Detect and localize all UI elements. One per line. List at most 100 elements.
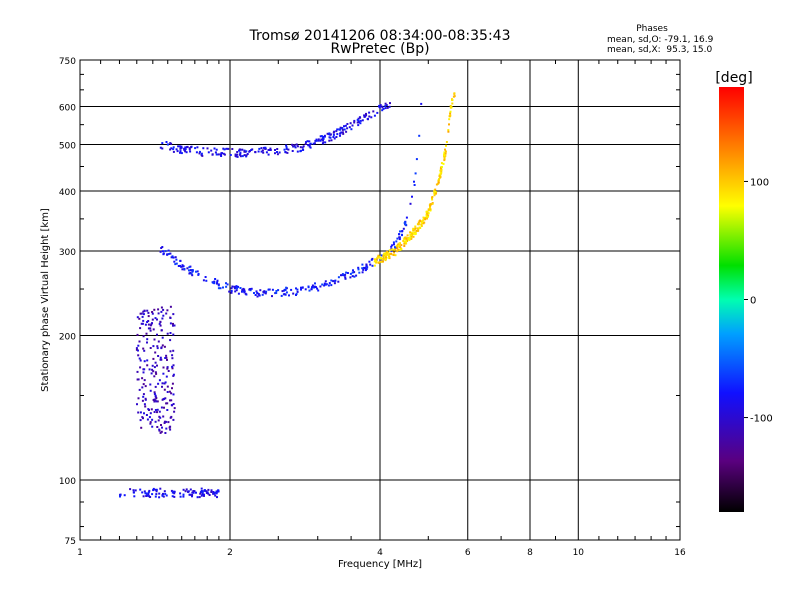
y-tick-label: 200 [59, 333, 76, 343]
data-point [154, 420, 157, 423]
data-point [210, 489, 213, 492]
data-point [357, 117, 360, 120]
data-point [206, 147, 209, 150]
data-point [213, 147, 216, 150]
data-point [275, 290, 278, 292]
data-point [243, 150, 246, 153]
data-point [162, 314, 165, 317]
data-point [136, 403, 138, 406]
data-point [243, 288, 246, 291]
data-point [136, 316, 139, 319]
data-point [222, 286, 224, 289]
data-point [373, 264, 376, 267]
data-point [137, 397, 140, 400]
data-point [159, 416, 162, 419]
data-point [371, 264, 374, 267]
data-point [437, 179, 440, 182]
data-point [412, 235, 415, 238]
data-point [179, 495, 182, 498]
data-point [322, 139, 324, 141]
data-point [137, 354, 140, 357]
data-point [378, 256, 381, 259]
data-point [284, 288, 287, 291]
data-point [448, 115, 451, 118]
data-point [337, 276, 340, 279]
data-point [142, 495, 145, 498]
data-point [168, 390, 171, 393]
data-point [239, 152, 242, 155]
data-point [169, 252, 172, 255]
data-point [290, 288, 293, 291]
data-point [427, 215, 429, 218]
data-point [144, 397, 147, 400]
data-point [201, 154, 204, 157]
data-point [166, 253, 169, 256]
data-point [433, 190, 436, 193]
data-point [305, 141, 307, 144]
data-point [203, 493, 205, 496]
data-point [401, 230, 404, 232]
data-point [153, 398, 156, 401]
data-point [139, 327, 142, 330]
data-point [142, 393, 145, 396]
data-point [448, 118, 451, 121]
data-point [438, 177, 441, 180]
data-point [166, 358, 168, 361]
data-point [399, 230, 401, 233]
data-point [256, 292, 259, 295]
data-point [386, 106, 389, 109]
data-point [202, 147, 205, 150]
data-point [357, 124, 360, 127]
data-point [208, 494, 211, 496]
data-point [220, 153, 222, 156]
data-point [159, 324, 162, 327]
data-point [145, 414, 148, 416]
data-point [220, 155, 223, 157]
data-point [425, 213, 428, 216]
data-point [169, 142, 172, 145]
data-point [151, 312, 154, 315]
data-point [165, 356, 168, 359]
data-point [278, 151, 281, 154]
data-point [210, 149, 213, 152]
data-point [255, 290, 258, 293]
data-point [257, 293, 260, 295]
data-point [143, 403, 146, 406]
data-point [408, 237, 411, 240]
data-point [169, 148, 172, 151]
data-point [381, 106, 384, 109]
data-point [179, 150, 182, 153]
data-point [158, 322, 161, 325]
data-point [426, 210, 429, 213]
data-point [173, 492, 176, 495]
data-point [337, 280, 340, 283]
data-point [213, 280, 216, 283]
data-point [401, 233, 403, 236]
data-point [152, 489, 155, 492]
data-point [440, 168, 443, 171]
data-point [398, 248, 401, 251]
data-point [152, 487, 155, 490]
data-point [153, 375, 156, 378]
data-point [199, 492, 202, 495]
data-point [285, 291, 288, 294]
data-point [164, 357, 167, 359]
data-point [163, 420, 166, 423]
data-point [353, 119, 356, 122]
data-point [246, 153, 249, 155]
data-point [402, 240, 405, 242]
data-point [317, 138, 320, 141]
data-point [142, 313, 145, 316]
data-point [386, 250, 388, 253]
data-point [180, 265, 183, 268]
data-point [149, 329, 152, 332]
data-point [302, 148, 304, 151]
data-point [149, 389, 152, 392]
data-point [162, 415, 165, 418]
data-point [156, 411, 158, 414]
data-point [156, 345, 159, 348]
data-point [211, 153, 214, 156]
data-point [165, 312, 168, 315]
data-point [191, 270, 194, 273]
data-point [442, 162, 445, 165]
